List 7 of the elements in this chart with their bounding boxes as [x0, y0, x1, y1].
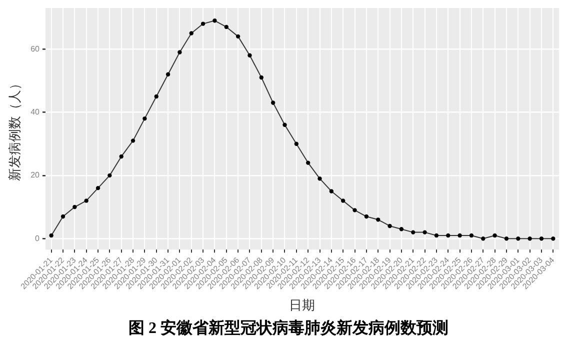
text: 图 2 安徽省新型冠状病毒肺炎新发病例数预测 [128, 318, 450, 339]
y-axis-title: 新发病例数（人） [7, 76, 22, 181]
y-tick-label: 0 [35, 234, 40, 243]
x-axis-title: 日期 [289, 298, 316, 314]
y-tick-label: 20 [30, 170, 40, 180]
y-tick-label: 60 [30, 44, 40, 54]
y-tick-label: 40 [30, 107, 40, 116]
